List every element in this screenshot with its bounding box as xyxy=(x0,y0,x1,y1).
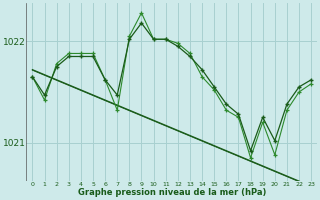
X-axis label: Graphe pression niveau de la mer (hPa): Graphe pression niveau de la mer (hPa) xyxy=(77,188,266,197)
